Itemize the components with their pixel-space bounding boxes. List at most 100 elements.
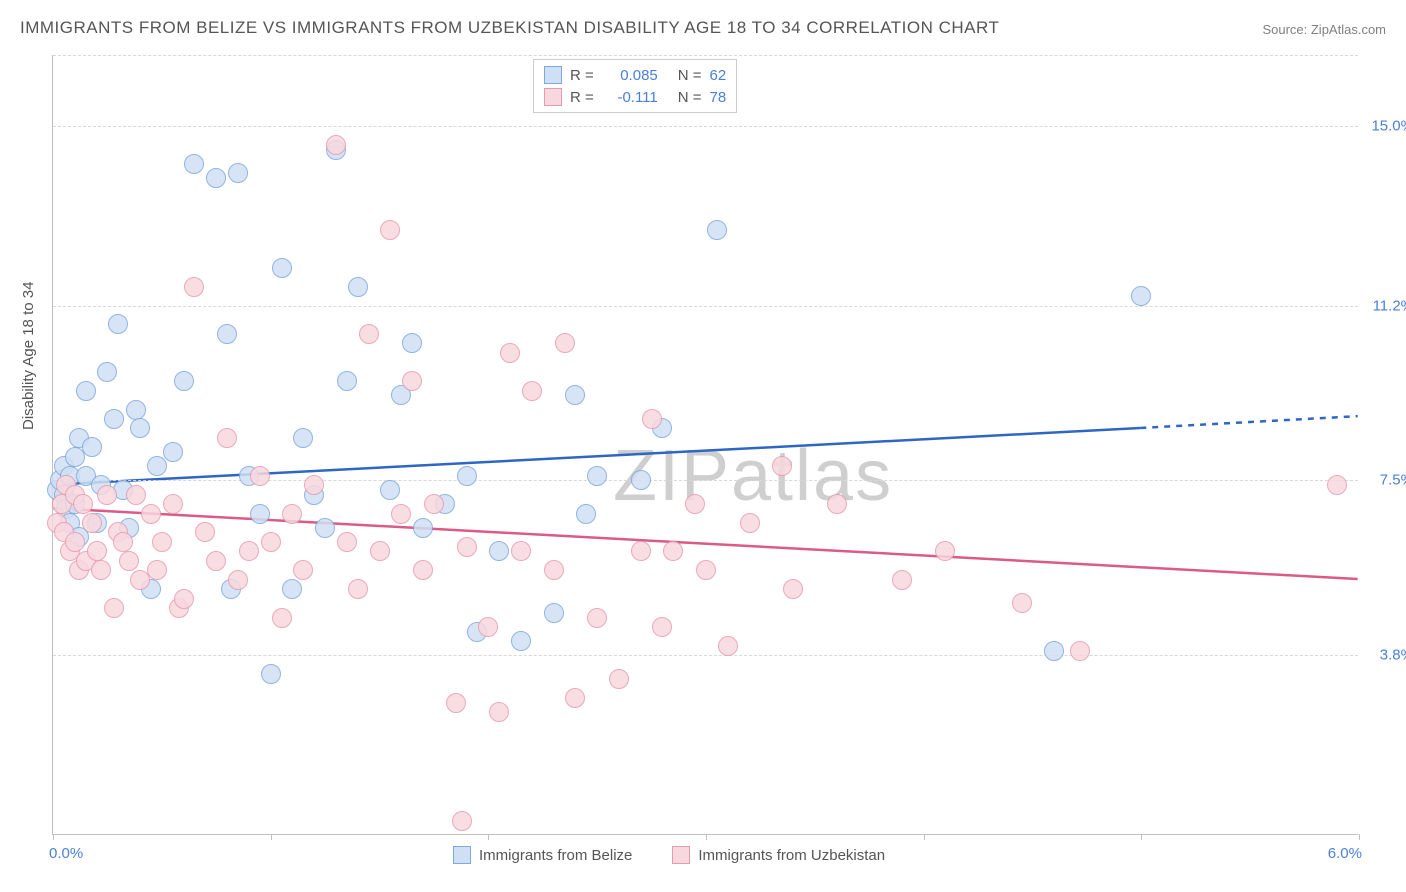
data-point (304, 475, 324, 495)
data-point (772, 456, 792, 476)
series-legend: Immigrants from Belize Immigrants from Uz… (453, 846, 885, 864)
legend-series-name: Immigrants from Uzbekistan (698, 847, 885, 864)
data-point (119, 551, 139, 571)
data-point (261, 664, 281, 684)
data-point (413, 518, 433, 538)
data-point (740, 513, 760, 533)
data-point (282, 579, 302, 599)
data-point (326, 135, 346, 155)
data-point (631, 541, 651, 561)
data-point (126, 400, 146, 420)
data-point (337, 532, 357, 552)
data-point (141, 504, 161, 524)
data-point (195, 522, 215, 542)
y-tick-label: 11.2% (1373, 297, 1406, 314)
gridline (53, 126, 1358, 127)
data-point (827, 494, 847, 514)
trend-line-extrapolated (1140, 416, 1357, 428)
data-point (1070, 641, 1090, 661)
data-point (576, 504, 596, 524)
x-tick (53, 834, 54, 840)
data-point (565, 385, 585, 405)
data-point (1044, 641, 1064, 661)
y-tick-label: 15.0% (1371, 117, 1406, 134)
data-point (544, 603, 564, 623)
legend-item: Immigrants from Uzbekistan (672, 846, 885, 864)
data-point (544, 560, 564, 580)
data-point (652, 617, 672, 637)
data-point (104, 598, 124, 618)
data-point (1131, 286, 1151, 306)
data-point (511, 541, 531, 561)
data-point (391, 504, 411, 524)
gridline (53, 55, 1358, 56)
data-point (380, 220, 400, 240)
data-point (1012, 593, 1032, 613)
data-point (184, 154, 204, 174)
data-point (935, 541, 955, 561)
data-point (272, 258, 292, 278)
data-point (272, 608, 292, 628)
data-point (402, 371, 422, 391)
chart-plot-area: ZIPatlas R =0.085N =62R =-0.111N =78 0.0… (52, 55, 1358, 835)
chart-title: IMMIGRANTS FROM BELIZE VS IMMIGRANTS FRO… (20, 18, 999, 38)
data-point (522, 381, 542, 401)
x-tick (1359, 834, 1360, 840)
data-point (73, 494, 93, 514)
data-point (587, 466, 607, 486)
data-point (565, 688, 585, 708)
data-point (892, 570, 912, 590)
data-point (663, 541, 683, 561)
trend-lines-layer (53, 55, 1358, 834)
data-point (609, 669, 629, 689)
data-point (206, 551, 226, 571)
data-point (315, 518, 335, 538)
data-point (250, 466, 270, 486)
data-point (478, 617, 498, 637)
data-point (370, 541, 390, 561)
data-point (82, 513, 102, 533)
data-point (282, 504, 302, 524)
x-tick (488, 834, 489, 840)
data-point (174, 589, 194, 609)
data-point (130, 418, 150, 438)
data-point (250, 504, 270, 524)
x-tick (706, 834, 707, 840)
x-axis-max-label: 6.0% (1328, 845, 1362, 862)
data-point (642, 409, 662, 429)
data-point (1327, 475, 1347, 495)
data-point (457, 466, 477, 486)
data-point (783, 579, 803, 599)
data-point (174, 371, 194, 391)
x-tick (924, 834, 925, 840)
data-point (337, 371, 357, 391)
data-point (76, 381, 96, 401)
source-attribution: Source: ZipAtlas.com (1262, 22, 1386, 37)
data-point (685, 494, 705, 514)
data-point (217, 428, 237, 448)
data-point (489, 541, 509, 561)
data-point (104, 409, 124, 429)
data-point (293, 560, 313, 580)
data-point (147, 560, 167, 580)
x-tick (271, 834, 272, 840)
data-point (696, 560, 716, 580)
data-point (152, 532, 172, 552)
data-point (65, 532, 85, 552)
legend-swatch (453, 846, 471, 864)
data-point (97, 485, 117, 505)
data-point (91, 560, 111, 580)
data-point (293, 428, 313, 448)
gridline (53, 655, 1358, 656)
legend-swatch (672, 846, 690, 864)
data-point (87, 541, 107, 561)
data-point (228, 570, 248, 590)
data-point (587, 608, 607, 628)
data-point (511, 631, 531, 651)
x-tick (1141, 834, 1142, 840)
data-point (500, 343, 520, 363)
legend-item: Immigrants from Belize (453, 846, 632, 864)
gridline (53, 306, 1358, 307)
data-point (113, 532, 133, 552)
data-point (555, 333, 575, 353)
